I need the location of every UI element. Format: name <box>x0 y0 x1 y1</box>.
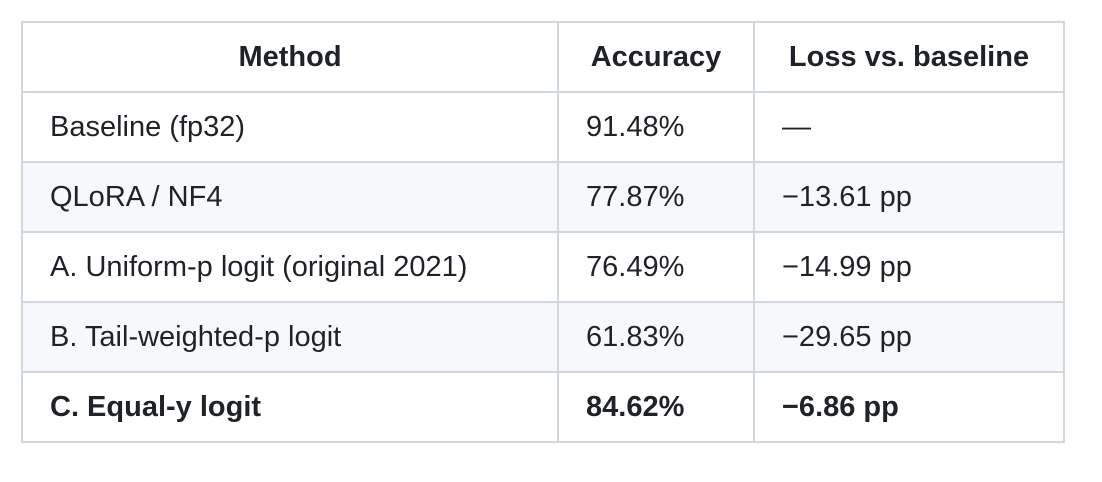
table-cell: — <box>753 91 1065 163</box>
table-cell: −14.99 pp <box>753 231 1065 303</box>
table-cell: QLoRA / NF4 <box>21 161 559 233</box>
table-row: Baseline (fp32) 91.48% — <box>21 91 1065 163</box>
table-cell: −29.65 pp <box>753 301 1065 373</box>
table-cell: 76.49% <box>557 231 755 303</box>
table-row: C. Equal-y logit 84.62% −6.86 pp <box>21 371 1065 443</box>
table-cell: 84.62% <box>557 371 755 443</box>
table-cell: −13.61 pp <box>753 161 1065 233</box>
header-cell: Loss vs. baseline <box>753 21 1065 93</box>
table-row: QLoRA / NF4 77.87% −13.61 pp <box>21 161 1065 233</box>
table-header: Method Accuracy Loss vs. baseline <box>21 21 1065 93</box>
table-body: Baseline (fp32) 91.48% — QLoRA / NF4 77.87% −… <box>21 91 1065 443</box>
table-cell: −6.86 pp <box>753 371 1065 443</box>
table-row: A. Uniform-p logit (original 2021) 76.49%… <box>21 231 1065 303</box>
table-cell: 61.83% <box>557 301 755 373</box>
table-cell: B. Tail-weighted-p logit <box>21 301 559 373</box>
header-row: Method Accuracy Loss vs. baseline <box>21 21 1065 93</box>
table-cell: 77.87% <box>557 161 755 233</box>
header-cell: Method <box>21 21 559 93</box>
table-cell: Baseline (fp32) <box>21 91 559 163</box>
header-cell: Accuracy <box>557 21 755 93</box>
table-row: B. Tail-weighted-p logit 61.83% −29.65 pp <box>21 301 1065 373</box>
table-cell: C. Equal-y logit <box>21 371 559 443</box>
table-cell: A. Uniform-p logit (original 2021) <box>21 231 559 303</box>
table-cell: 91.48% <box>557 91 755 163</box>
results-table: Method Accuracy Loss vs. baseline Baseline… <box>21 21 1065 443</box>
